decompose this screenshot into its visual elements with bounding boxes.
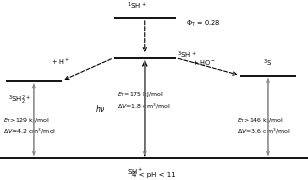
Text: 4 < pH < 11: 4 < pH < 11 bbox=[132, 172, 176, 178]
Text: $^1$SH$^+$: $^1$SH$^+$ bbox=[127, 0, 147, 12]
Text: $E_\mathrm{T}$>146 kJ/mol
$\Delta V$=3.6 cm$^3$/mol: $E_\mathrm{T}$>146 kJ/mol $\Delta V$=3.6… bbox=[237, 116, 291, 136]
Text: $^3$S: $^3$S bbox=[263, 58, 273, 69]
Text: $E_\mathrm{T}$>129 kJ/mol
$\Delta V$≈4.2 cm$^3$/mol: $E_\mathrm{T}$>129 kJ/mol $\Delta V$≈4.2… bbox=[3, 116, 56, 136]
Text: $^3$SH$_2^{2+}$: $^3$SH$_2^{2+}$ bbox=[8, 94, 30, 107]
Text: SH$^+$: SH$^+$ bbox=[127, 166, 144, 177]
Text: $E_\mathrm{T}$=175 kJ/mol
$\Delta V$=1.8 cm$^3$/mol: $E_\mathrm{T}$=175 kJ/mol $\Delta V$=1.8… bbox=[117, 90, 170, 111]
Text: $\Phi_\mathrm{T}$ = 0.28: $\Phi_\mathrm{T}$ = 0.28 bbox=[186, 19, 220, 29]
Text: $h\nu$: $h\nu$ bbox=[95, 102, 106, 114]
Text: + H$^+$: + H$^+$ bbox=[51, 57, 70, 67]
Text: + HO$^-$: + HO$^-$ bbox=[192, 58, 217, 67]
Text: $^3$SH$^+$: $^3$SH$^+$ bbox=[177, 49, 197, 60]
